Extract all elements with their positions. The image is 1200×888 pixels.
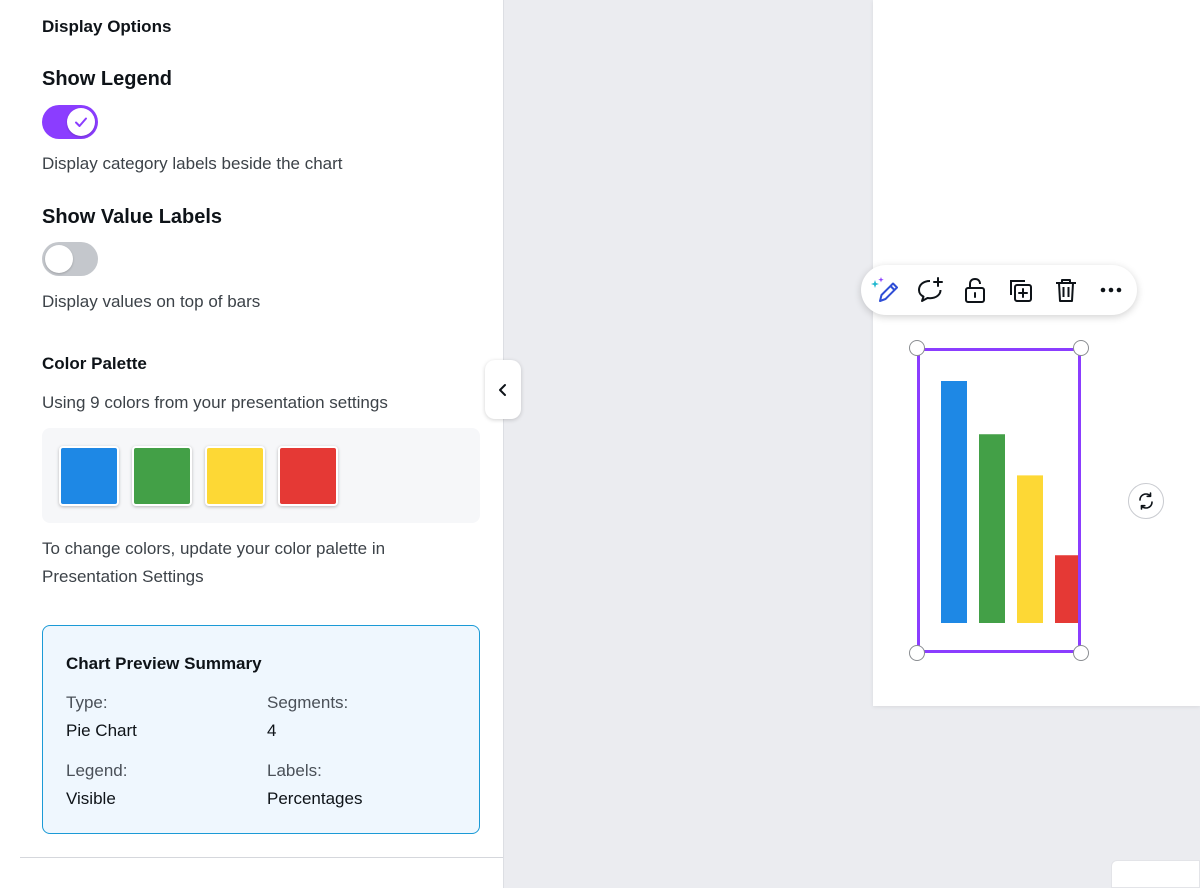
show-legend-toggle[interactable] [42,105,98,139]
settings-panel: Display Options Show Legend Display cate… [0,0,504,888]
rotate-icon [1139,492,1153,510]
element-toolbar [861,265,1137,315]
add-comment-icon[interactable] [913,273,947,307]
chart-bar-3 [1017,475,1043,623]
summary-title: Chart Preview Summary [66,654,262,673]
color-palette-note-line2: Presentation Settings [42,567,204,586]
chart-preview-summary: Chart Preview Summary Type: Pie Chart Se… [42,625,480,834]
magic-edit-icon[interactable] [869,273,903,307]
more-options-icon[interactable] [1094,273,1128,307]
collapse-panel-button[interactable] [485,360,521,419]
chart-bar-2 [979,434,1005,623]
show-value-labels-toggle[interactable] [42,242,98,276]
summary-legend-label: Legend: [66,761,128,780]
summary-labels-value: Percentages [267,789,363,808]
chart-bar-4 [1055,555,1078,623]
chevron-left-icon [499,383,506,396]
resize-handle-bottom-left[interactable] [909,645,925,661]
summary-labels-label: Labels: [267,761,322,780]
bar-chart[interactable] [920,351,1078,650]
toggle-knob [45,245,73,273]
selection-frame[interactable] [917,348,1081,653]
panel-divider [20,857,503,858]
summary-segments-value: 4 [267,721,277,740]
page-corner-tab [1111,860,1200,888]
summary-legend-value: Visible [66,789,116,808]
rotate-button[interactable] [1128,483,1164,519]
resize-handle-bottom-right[interactable] [1073,645,1089,661]
delete-icon[interactable] [1049,273,1083,307]
summary-type-label: Type: [66,693,108,712]
display-options-title: Display Options [42,17,172,36]
show-legend-description: Display category labels beside the chart [42,154,343,173]
color-palette-subtitle: Using 9 colors from your presentation se… [42,393,388,412]
color-swatch-yellow [205,446,265,506]
chart-bar-1 [941,381,967,623]
duplicate-icon[interactable] [1003,273,1037,307]
color-palette-note-line1: To change colors, update your color pale… [42,539,386,558]
color-swatch-green [132,446,192,506]
show-value-labels-title: Show Value Labels [42,206,223,228]
show-legend-title: Show Legend [42,68,172,90]
show-value-labels-description: Display values on top of bars [42,292,261,311]
check-icon [75,117,87,127]
color-swatch-red [278,446,338,506]
resize-handle-top-right[interactable] [1073,340,1089,356]
color-palette-swatches [42,428,480,523]
color-palette-title: Color Palette [42,354,147,373]
unlock-icon[interactable] [958,273,992,307]
resize-handle-top-left[interactable] [909,340,925,356]
color-swatch-blue [59,446,119,506]
summary-segments-label: Segments: [267,693,349,712]
summary-type-value: Pie Chart [66,721,137,740]
toggle-knob [67,108,95,136]
